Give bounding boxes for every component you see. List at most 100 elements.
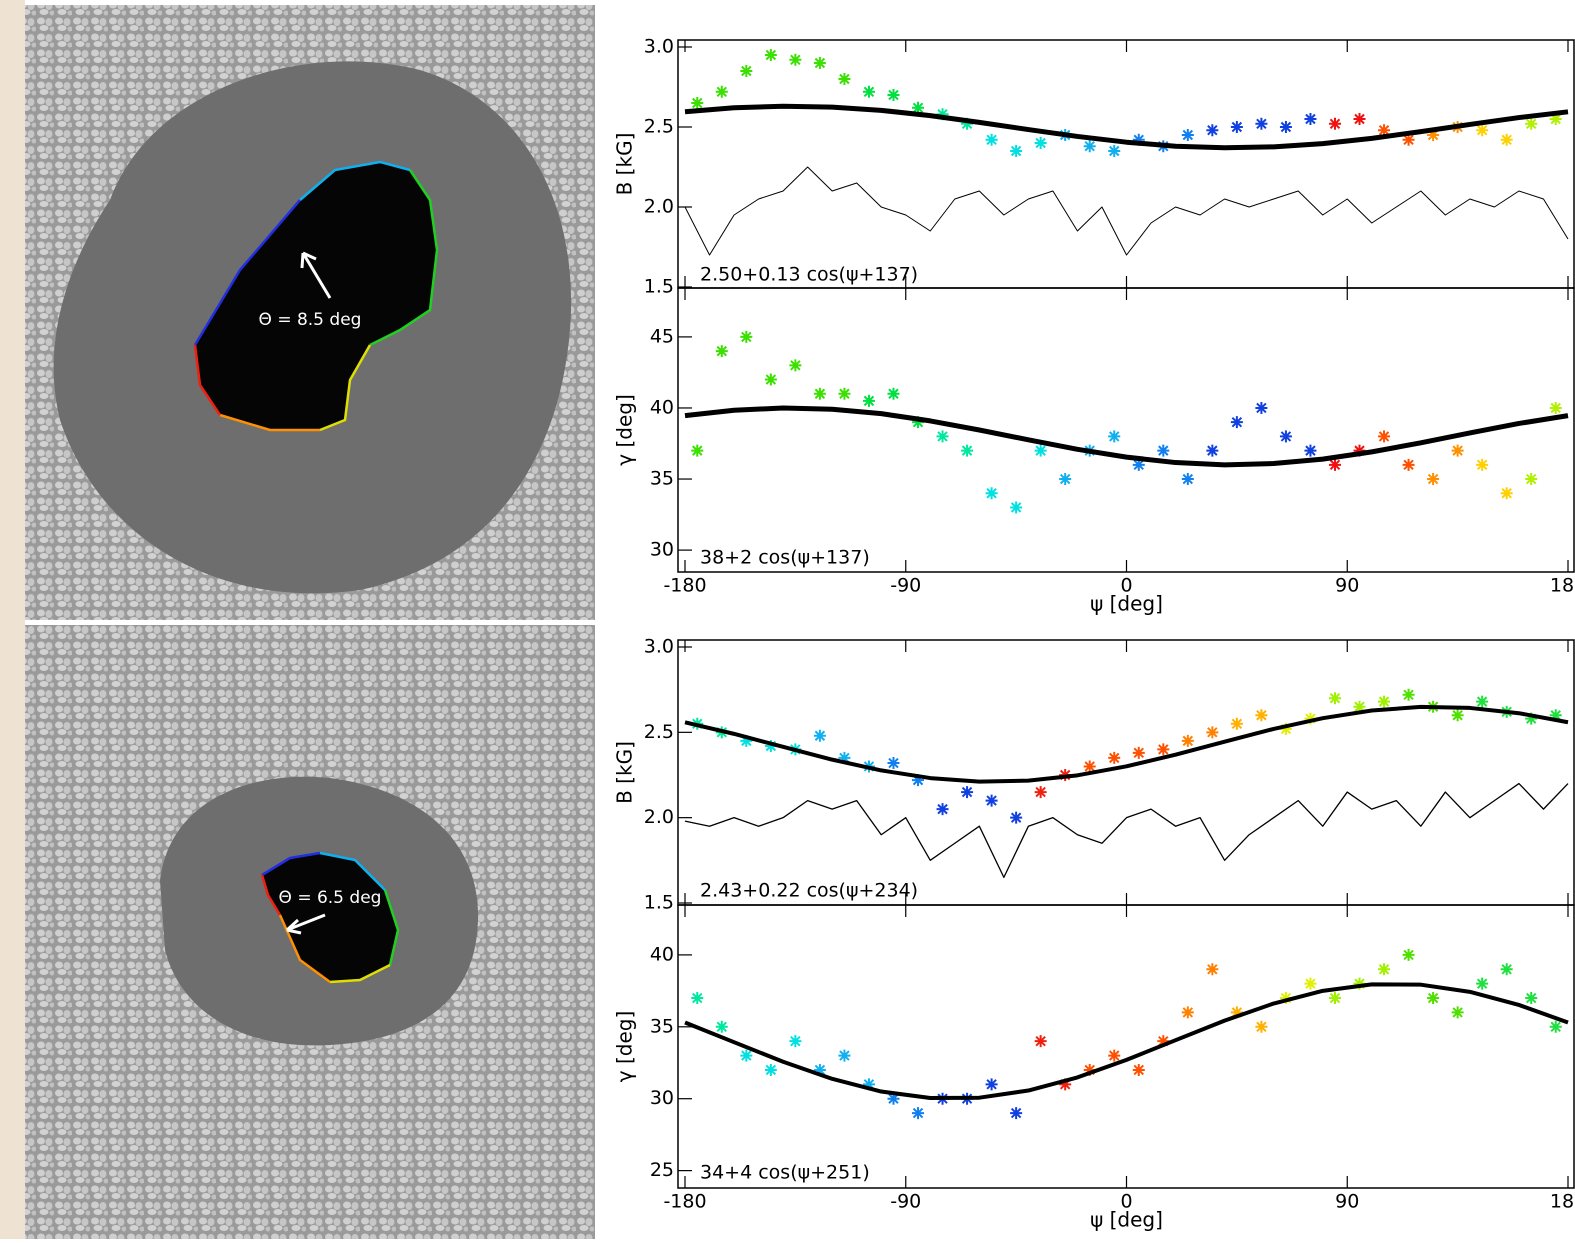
point [1550,402,1562,414]
y-tick-label: 30 [650,539,674,561]
annotation: 2.43+0.22 cos(ψ+234) [700,880,918,902]
point [1476,696,1488,708]
point [1354,113,1366,125]
point [961,786,973,798]
x-tick-label: 180 [1550,1191,1575,1213]
point [1280,121,1292,133]
frame [678,40,1574,288]
point [1501,134,1513,146]
point [1206,963,1218,975]
plot-area [685,689,1568,878]
sunspot-image: Θ = 8.5 deg [25,5,595,620]
point [986,795,998,807]
point [1182,1006,1194,1018]
annotation: 34+4 cos(ψ+251) [700,1162,870,1184]
point [1329,992,1341,1004]
point [1084,140,1096,152]
sunspot-image: Θ = 6.5 deg [25,625,595,1239]
y-tick-label: 1.5 [644,276,674,298]
point [1403,459,1415,471]
point [789,1035,801,1047]
x-tick-label: 90 [1335,575,1359,597]
point [1182,473,1194,485]
point [986,487,998,499]
y-tick-label: 30 [650,1087,674,1109]
x-tick-label: 180 [1550,575,1575,597]
chart-panel: 1.52.02.53.02.43+0.22 cos(ψ+234)B [kG] [613,636,1575,914]
point [1280,430,1292,442]
point [1231,121,1243,133]
line [685,784,1568,878]
y-tick-label: 25 [650,1159,674,1181]
point [1206,726,1218,738]
x-tick-label: -180 [663,1191,706,1213]
point [740,65,752,77]
point [814,57,826,69]
point [863,395,875,407]
y-axis-label: B [kG] [613,741,637,804]
frame [678,288,1574,572]
point [1452,709,1464,721]
point [1501,963,1513,975]
y-axis-label: B [kG] [613,133,637,196]
point [1304,445,1316,457]
point [1501,487,1513,499]
y-tick-label: 1.5 [644,892,674,914]
point [1010,145,1022,157]
point [961,445,973,457]
point [1550,1021,1562,1033]
point [1035,786,1047,798]
image-label: Θ = 6.5 deg [279,888,382,908]
point [814,730,826,742]
y-tick-label: 40 [650,943,674,965]
point [1182,735,1194,747]
point [937,430,949,442]
point [716,1021,728,1033]
point [838,388,850,400]
point [765,374,777,386]
point [691,992,703,1004]
plot-area [685,331,1568,514]
y-tick-label: 35 [650,468,674,490]
point [1255,118,1267,130]
y-axis-label: γ [deg] [613,394,637,466]
point [740,331,752,343]
point [1157,743,1169,755]
point [1378,696,1390,708]
point [1010,501,1022,513]
point [716,86,728,98]
x-axis-label: ψ [deg] [1090,1208,1163,1232]
point [814,388,826,400]
x-tick-label: -180 [663,575,706,597]
y-tick-label: 40 [650,396,674,418]
point [1035,137,1047,149]
point [1403,689,1415,701]
point [1206,445,1218,457]
point [1329,459,1341,471]
annotation: 2.50+0.13 cos(ψ+137) [700,264,918,286]
point [1108,145,1120,157]
point [1133,747,1145,759]
point [1378,963,1390,975]
point [1157,445,1169,457]
point [1010,812,1022,824]
point [765,49,777,61]
point [986,1078,998,1090]
point [1452,1006,1464,1018]
y-tick-label: 2.0 [644,806,674,828]
point [1108,1050,1120,1062]
image-label: Θ = 8.5 deg [259,310,362,330]
point [1255,402,1267,414]
frame [678,640,1574,905]
point [1231,718,1243,730]
point [1476,459,1488,471]
point [986,134,998,146]
point [1476,978,1488,990]
plot-area [685,49,1568,255]
y-tick-label: 45 [650,325,674,347]
point [1108,430,1120,442]
x-tick-label: -90 [890,1191,921,1213]
